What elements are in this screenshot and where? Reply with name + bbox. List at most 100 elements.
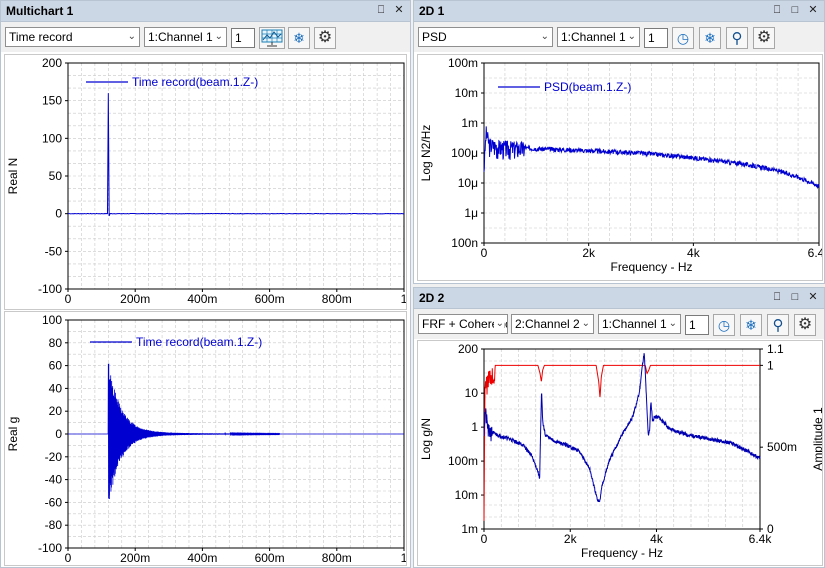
chevron-down-icon: ⌄ xyxy=(493,315,504,333)
freeze-button[interactable]: ❄ xyxy=(740,314,762,336)
close-icon[interactable]: ✕ xyxy=(808,291,818,303)
y-tick-label: 1m xyxy=(461,522,478,536)
settings-icon: ⚙ xyxy=(317,29,333,46)
settings-button[interactable]: ⚙ xyxy=(314,27,336,49)
channel-select-value: 2:Channel 2 xyxy=(515,317,580,331)
gauge-icon: ◷ xyxy=(717,317,731,333)
chevron-down-icon: ⌄ xyxy=(127,31,136,42)
freeze-icon: ❄ xyxy=(704,30,716,46)
channel-select-value: 1:Channel 1 xyxy=(148,30,213,44)
close-icon[interactable]: ✕ xyxy=(808,4,818,16)
gauge-button[interactable]: ◷ xyxy=(672,27,694,49)
settings-button[interactable]: ⚙ xyxy=(753,27,775,49)
y-tick-label: 100m xyxy=(448,56,478,70)
y-tick-label: 100 xyxy=(42,131,62,145)
y-axis-label: Real N xyxy=(6,158,20,195)
index-spinner[interactable]: 1 xyxy=(644,28,668,48)
y-tick-label: -100 xyxy=(38,282,62,296)
settings-icon: ⚙ xyxy=(756,29,772,46)
view-select[interactable]: PSD ⌄ xyxy=(418,27,553,47)
x-tick-label: 0 xyxy=(65,551,72,565)
maximize-icon[interactable]: □ xyxy=(791,291,799,303)
x-tick-label: 6.4k xyxy=(749,532,773,546)
frf-line xyxy=(483,353,761,503)
frf-toolbar: FRF + Coherence⌄ 2:Channel 2⌄ 1:Channel … xyxy=(414,309,824,339)
y-tick-label: 100μ xyxy=(451,146,478,160)
zoom-button[interactable]: ⚲ xyxy=(767,314,789,336)
y-right-tick-label: 500m xyxy=(767,440,797,454)
legend-label: Time record(beam.1.Z-) xyxy=(136,335,262,349)
pin-icon[interactable]: ⎕ xyxy=(773,291,781,303)
frf-panel: 2D 2 ⎕ □ ✕ FRF + Coherence⌄ 2:Channel 2⌄… xyxy=(413,287,825,568)
series-line xyxy=(483,126,820,190)
gauge-button[interactable]: ◷ xyxy=(713,314,735,336)
zoom-icon: ⚲ xyxy=(731,29,743,47)
psd-chart[interactable]: 0 2k 4k 6.4k 100m 10m 1m 100μ 10μ 1μ 100n Log N2/Hz… xyxy=(417,54,825,281)
plot-frame xyxy=(483,348,761,530)
settings-icon: ⚙ xyxy=(797,316,813,333)
y-tick-label: 100m xyxy=(448,454,478,468)
channel-select-value: 1:Channel 1 xyxy=(602,317,667,331)
pin-icon[interactable]: ⎕ xyxy=(773,4,781,16)
y-tick-label: 10 xyxy=(465,386,479,400)
x-tick-label: 0 xyxy=(65,292,72,306)
zoom-icon: ⚲ xyxy=(772,316,784,334)
channel-select[interactable]: 1:Channel 1 ⌄ xyxy=(144,27,227,47)
y-tick-label: 1μ xyxy=(464,206,478,220)
y-tick-label: 40 xyxy=(49,381,63,395)
y-tick-label: -60 xyxy=(45,495,63,509)
y-tick-label: 0 xyxy=(55,207,62,221)
x-tick-label: 400m xyxy=(187,551,217,565)
view-select[interactable]: Time record ⌄ xyxy=(5,27,140,47)
y-tick-label: 100 xyxy=(42,313,62,327)
panel-title: 2D 1 xyxy=(419,4,445,18)
waterfall-button[interactable] xyxy=(259,27,285,49)
chevron-down-icon: ⌄ xyxy=(668,318,677,329)
y-right-tick-label: 1 xyxy=(767,358,774,372)
y-tick-label: -40 xyxy=(45,473,63,487)
legend-label: Time record(beam.1.Z-) xyxy=(132,75,258,89)
freeze-icon: ❄ xyxy=(293,30,305,46)
zoom-button[interactable]: ⚲ xyxy=(726,27,748,49)
gauge-icon: ◷ xyxy=(676,30,690,46)
index-spinner[interactable]: 1 xyxy=(685,315,709,335)
psd-toolbar: PSD ⌄ 1:Channel 1 ⌄ 1 ◷ ❄ ⚲ ⚙ xyxy=(414,22,824,52)
y-tick-label: 200 xyxy=(458,342,478,356)
view-select-value: FRF + Coherence xyxy=(422,317,507,331)
multichart-titlebar: Multichart 1 ⎕ ✕ xyxy=(1,1,410,22)
x-tick-label: 6.4k xyxy=(808,246,822,260)
pin-icon[interactable]: ⎕ xyxy=(377,4,385,16)
channel-select-reference[interactable]: 1:Channel 1 ⌄ xyxy=(598,314,681,334)
channel-select[interactable]: 1:Channel 1 ⌄ xyxy=(557,27,640,47)
y-tick-label: 20 xyxy=(49,404,63,418)
y-tick-label: 10μ xyxy=(458,176,478,190)
y-axis-label: Log g/N xyxy=(419,418,433,460)
waterfall-icon xyxy=(261,29,283,47)
frf-titlebar: 2D 2 ⎕ □ ✕ xyxy=(414,288,824,309)
series-line xyxy=(68,363,404,499)
psd-plot: 0 2k 4k 6.4k 100m 10m 1m 100μ 10μ 1μ 100n Log N2/Hz… xyxy=(419,56,825,274)
x-tick-label: 0 xyxy=(481,532,488,546)
freeze-button[interactable]: ❄ xyxy=(699,27,721,49)
index-spinner[interactable]: 1 xyxy=(231,28,255,48)
y-right-axis-label: Amplitude 1 xyxy=(811,407,822,471)
close-icon[interactable]: ✕ xyxy=(394,4,404,16)
x-tick-label: 0 xyxy=(481,246,488,260)
y-axis-label: Log N2/Hz xyxy=(419,125,433,182)
x-axis-label: Frequency - Hz xyxy=(610,260,692,274)
settings-button[interactable]: ⚙ xyxy=(794,314,816,336)
freeze-button[interactable]: ❄ xyxy=(288,27,310,49)
x-tick-label: 600m xyxy=(255,292,285,306)
view-select[interactable]: FRF + Coherence⌄ xyxy=(418,314,508,334)
x-tick-label: 800m xyxy=(322,551,352,565)
time-force-chart[interactable]: 0 200m 400m 600m 800m 1 200 150 100 50 0 -50 -100 Rea… xyxy=(4,54,408,310)
maximize-icon[interactable]: □ xyxy=(791,4,799,16)
freeze-icon: ❄ xyxy=(745,317,757,333)
series-line xyxy=(67,93,405,217)
channel-select-response[interactable]: 2:Channel 2 ⌄ xyxy=(511,314,594,334)
time-accel-chart[interactable]: 0 200m 400m 600m 800m 1 100 80 60 40 20 0 -20 -40 -60 -… xyxy=(4,311,408,566)
x-tick-label: 1 xyxy=(401,292,406,306)
frf-chart[interactable]: 0 2k 4k 6.4k 200 10 1 100m 10m 1m Log g/N Frequency… xyxy=(417,340,825,566)
view-select-value: Time record xyxy=(9,30,73,44)
